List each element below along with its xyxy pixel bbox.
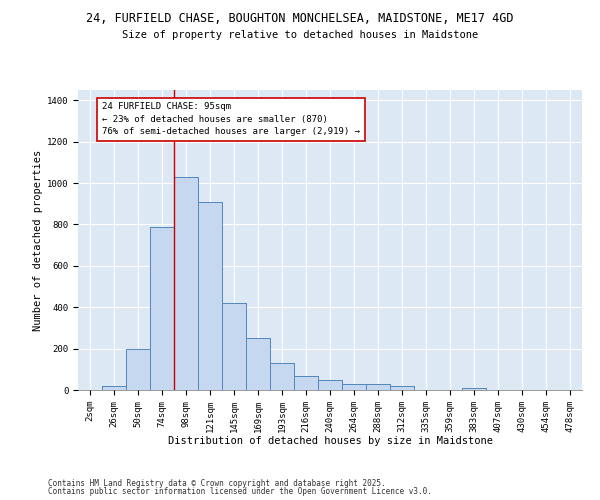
- Bar: [390, 386, 414, 390]
- Bar: [342, 384, 366, 390]
- Text: 24, FURFIELD CHASE, BOUGHTON MONCHELSEA, MAIDSTONE, ME17 4GD: 24, FURFIELD CHASE, BOUGHTON MONCHELSEA,…: [86, 12, 514, 26]
- Bar: [126, 348, 150, 390]
- Bar: [222, 303, 246, 390]
- Bar: [462, 388, 486, 390]
- Bar: [150, 226, 174, 390]
- Bar: [270, 363, 294, 390]
- Bar: [366, 384, 390, 390]
- Bar: [198, 202, 222, 390]
- Bar: [126, 348, 150, 390]
- Bar: [342, 384, 366, 390]
- X-axis label: Distribution of detached houses by size in Maidstone: Distribution of detached houses by size …: [167, 436, 493, 446]
- Bar: [102, 386, 126, 390]
- Text: Contains HM Land Registry data © Crown copyright and database right 2025.: Contains HM Land Registry data © Crown c…: [48, 478, 386, 488]
- Bar: [150, 226, 174, 390]
- Bar: [294, 376, 318, 390]
- Bar: [318, 380, 342, 390]
- Bar: [198, 202, 222, 390]
- Bar: [174, 177, 198, 390]
- Bar: [462, 388, 486, 390]
- Bar: [318, 380, 342, 390]
- Bar: [246, 338, 270, 390]
- Bar: [390, 386, 414, 390]
- Y-axis label: Number of detached properties: Number of detached properties: [32, 150, 43, 330]
- Bar: [222, 303, 246, 390]
- Text: Size of property relative to detached houses in Maidstone: Size of property relative to detached ho…: [122, 30, 478, 40]
- Bar: [102, 386, 126, 390]
- Bar: [270, 363, 294, 390]
- Bar: [246, 338, 270, 390]
- Bar: [294, 376, 318, 390]
- Text: 24 FURFIELD CHASE: 95sqm
← 23% of detached houses are smaller (870)
76% of semi-: 24 FURFIELD CHASE: 95sqm ← 23% of detach…: [102, 102, 360, 136]
- Text: Contains public sector information licensed under the Open Government Licence v3: Contains public sector information licen…: [48, 487, 432, 496]
- Bar: [174, 177, 198, 390]
- Bar: [366, 384, 390, 390]
